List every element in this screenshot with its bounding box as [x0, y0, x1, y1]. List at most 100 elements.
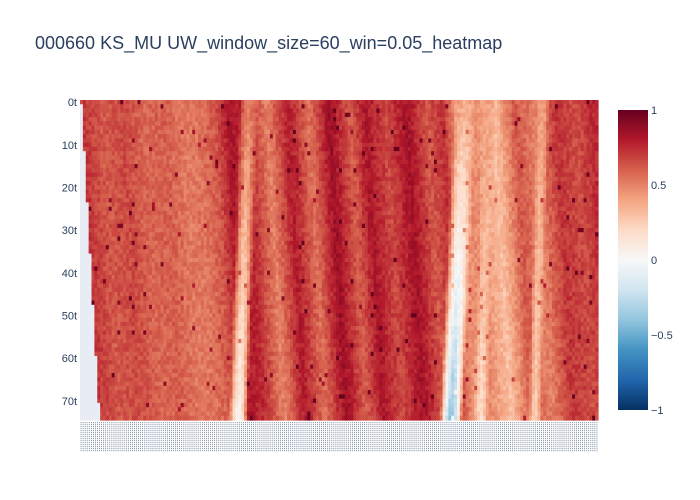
heatmap-cell [128, 202, 133, 208]
heatmap-cell [356, 155, 360, 161]
heatmap-cell [151, 151, 156, 157]
heatmap-cell [212, 198, 216, 203]
heatmap-cell [546, 142, 550, 148]
heatmap-cell [149, 176, 153, 182]
heatmap-cell [218, 138, 222, 144]
heatmap-cell [301, 108, 306, 114]
heatmap-cell [157, 134, 162, 139]
heatmap-cell [94, 112, 98, 118]
heatmap-cell [315, 198, 320, 203]
heatmap-cell [402, 108, 406, 114]
heatmap-cell [451, 159, 455, 165]
heatmap-cell [149, 155, 153, 161]
heatmap-cell [307, 112, 311, 118]
heatmap-cell [108, 104, 113, 110]
heatmap-cell [192, 100, 196, 105]
heatmap-cell [85, 125, 90, 131]
heatmap-cell [425, 117, 429, 122]
heatmap-cell [577, 189, 582, 195]
heatmap-cell [327, 164, 331, 169]
heatmap-cell [413, 176, 418, 182]
heatmap-cell [528, 193, 533, 199]
heatmap-cell [154, 159, 159, 165]
heatmap-cell [292, 193, 297, 199]
heatmap-cell [402, 146, 406, 152]
heatmap-cell [290, 138, 294, 144]
heatmap-cell [523, 168, 527, 174]
heatmap-cell [226, 164, 231, 169]
heatmap-cell [206, 206, 211, 212]
heatmap-cell [393, 206, 398, 212]
heatmap-cell [160, 215, 165, 221]
heatmap-cell [275, 100, 280, 105]
heatmap-cell [454, 125, 458, 131]
heatmap-cell [543, 159, 547, 165]
heatmap-cell [379, 134, 383, 139]
heatmap-cell [387, 100, 392, 105]
heatmap-cell [580, 181, 585, 186]
heatmap-cell [379, 125, 383, 131]
heatmap-cell [151, 215, 156, 221]
heatmap-cell [100, 138, 104, 144]
heatmap-cell [379, 215, 383, 221]
heatmap-cell [192, 172, 196, 178]
heatmap-cell [554, 125, 559, 131]
heatmap-cell [517, 193, 521, 199]
heatmap-cell [151, 121, 156, 127]
heatmap-cell [278, 168, 283, 174]
heatmap-cell [310, 121, 314, 127]
heatmap-cell [163, 146, 167, 152]
heatmap-cell [287, 112, 291, 118]
heatmap-cell [459, 108, 464, 114]
heatmap-cell [425, 151, 429, 157]
heatmap-cell [382, 100, 386, 105]
heatmap-cell [462, 142, 467, 148]
heatmap-cell [169, 100, 173, 105]
heatmap-cell [339, 202, 343, 208]
heatmap-cell [549, 210, 553, 216]
heatmap-cell [451, 181, 455, 186]
heatmap-cell [595, 138, 599, 144]
heatmap-cell [439, 112, 444, 118]
heatmap-cell [88, 176, 93, 182]
heatmap-cell [393, 151, 398, 157]
heatmap-cell [174, 155, 179, 161]
heatmap-cell [431, 159, 435, 165]
heatmap-cell [494, 134, 498, 139]
heatmap-cell [396, 121, 401, 127]
heatmap-cell [143, 202, 147, 208]
heatmap-cell [91, 189, 95, 195]
heatmap-cell [537, 146, 542, 152]
heatmap-cell [134, 146, 139, 152]
heatmap-cell [327, 215, 331, 221]
heatmap-cell [560, 193, 565, 199]
heatmap-cell [577, 138, 582, 144]
heatmap-cell [353, 159, 357, 165]
heatmap-cell [436, 172, 441, 178]
heatmap-cell [508, 134, 513, 139]
heatmap-cell [330, 125, 334, 131]
heatmap-cell [531, 181, 536, 186]
heatmap-cell [232, 155, 236, 161]
heatmap-cell [445, 134, 449, 139]
heatmap-cell [353, 206, 357, 212]
heatmap-cell [244, 185, 248, 191]
heatmap-cell [511, 185, 516, 191]
heatmap-cell [318, 168, 323, 174]
heatmap-cell [82, 176, 87, 182]
heatmap-cell [572, 112, 576, 118]
heatmap-cell [255, 185, 260, 191]
heatmap-cell [169, 206, 173, 212]
heatmap-cell [157, 172, 162, 178]
heatmap-cell [595, 210, 599, 216]
heatmap-cell [549, 134, 553, 139]
heatmap-cell [258, 176, 262, 182]
heatmap-cell [100, 172, 104, 178]
heatmap-cell [292, 142, 297, 148]
heatmap-cell [580, 134, 585, 139]
heatmap-cell [494, 117, 498, 122]
heatmap-cell [523, 155, 527, 161]
heatmap-cell [143, 125, 147, 131]
heatmap-cell [212, 185, 216, 191]
heatmap-cell [287, 142, 291, 148]
